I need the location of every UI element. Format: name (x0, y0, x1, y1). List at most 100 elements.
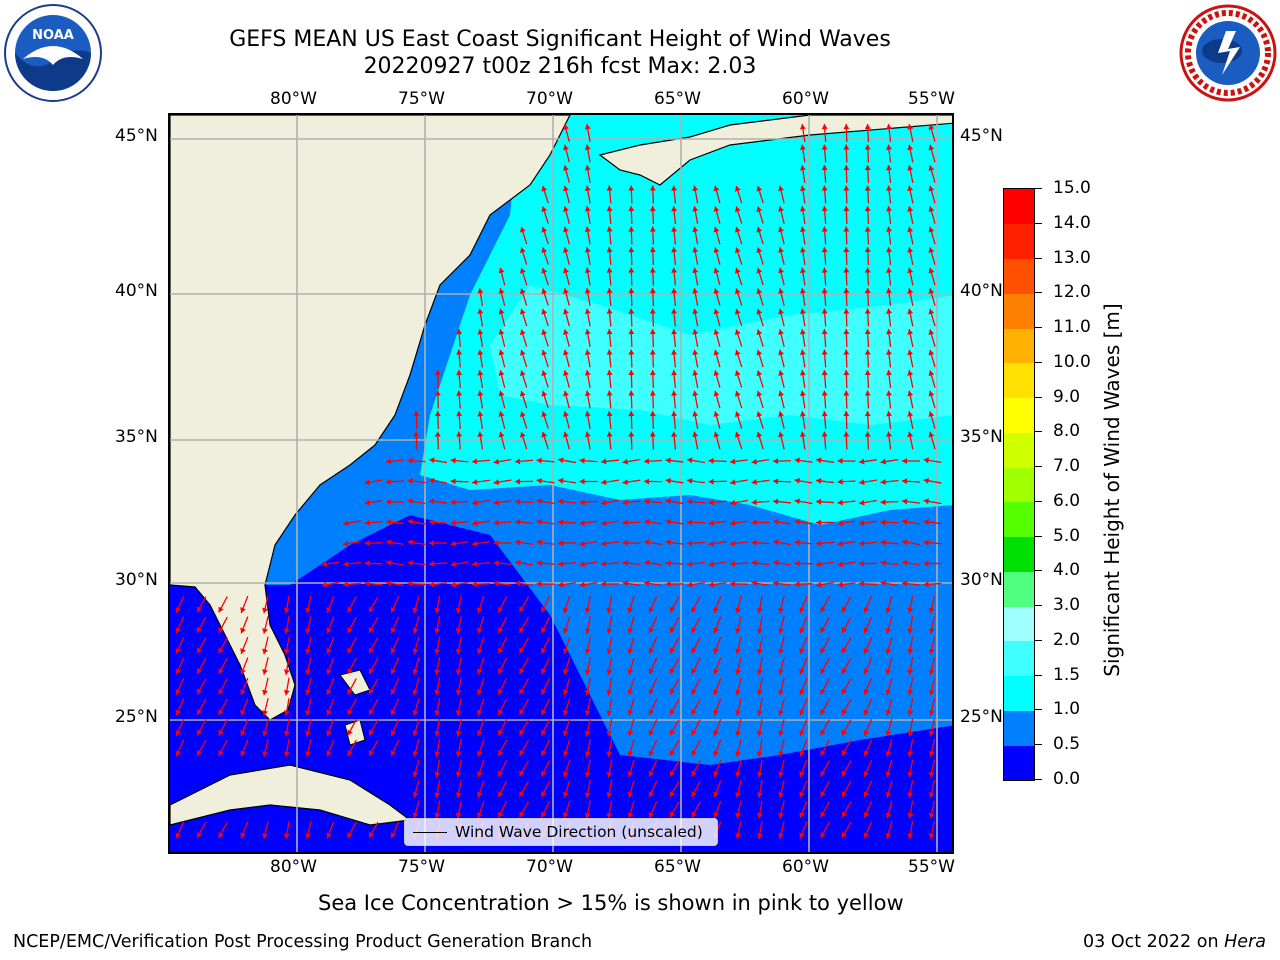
wave-direction-arrowhead (562, 771, 569, 778)
wave-direction-arrowhead (649, 185, 656, 191)
wave-direction-arrowhead (880, 580, 887, 587)
wave-direction-arrowhead (669, 667, 676, 674)
lon-tick-top: 65°W (654, 89, 701, 109)
wave-direction-arrowhead (692, 329, 699, 335)
wave-direction-arrowhead (671, 370, 678, 376)
wave-direction-arrowhead (799, 668, 805, 675)
forecast-subtitle: 20220927 t00z 216h fcst Max: 2.03 (363, 54, 757, 79)
wave-direction-arrowhead (928, 267, 935, 274)
wave-direction-arrowhead (305, 628, 311, 634)
wave-direction-arrowhead (751, 479, 757, 485)
colorbar-tick (1035, 570, 1042, 572)
wave-direction-arrowhead (886, 329, 893, 335)
wave-direction-arrowhead (386, 559, 392, 566)
wave-direction-arrowhead (541, 390, 548, 397)
wave-direction-arrowhead (691, 709, 697, 715)
wave-direction-arrowhead (821, 349, 828, 355)
wave-direction-arrowhead (622, 458, 629, 465)
wave-direction-arrowhead (691, 688, 697, 695)
wave-direction-arrowhead (928, 812, 935, 819)
wave-direction-arrowhead (756, 730, 763, 737)
wave-direction-arrowhead (886, 124, 893, 130)
wave-direction-arrowhead (649, 206, 656, 212)
wave-direction-arrowhead (218, 750, 224, 756)
wave-direction-arrowhead (262, 628, 268, 634)
wave-direction-arrowhead (730, 560, 736, 567)
lon-tick-bottom: 55°W (908, 857, 955, 877)
wave-direction-arrowhead (326, 668, 332, 675)
wave-direction-arrowhead (434, 607, 441, 614)
wave-direction-arrowhead (175, 606, 182, 613)
wave-direction-arrowhead (885, 751, 892, 757)
wave-direction-arrowhead (821, 308, 828, 314)
wave-direction-arrowhead (778, 349, 784, 356)
wave-direction-arrowhead (671, 185, 678, 191)
wave-direction-arrowhead (262, 689, 268, 696)
wave-direction-arrowhead (820, 729, 826, 736)
wave-direction-arrowhead (477, 431, 484, 438)
wave-direction-arrowhead (498, 791, 504, 798)
wave-direction-arrowhead (541, 370, 548, 377)
wave-direction-arrowhead (175, 688, 182, 695)
wave-direction-arrowhead (778, 431, 784, 438)
wave-direction-arrowhead (885, 648, 892, 655)
wave-direction-arrowhead (498, 770, 504, 777)
wave-direction-arrowhead (820, 627, 826, 633)
colorbar-tick (1035, 431, 1042, 433)
colorbar-label: 12.0 (1053, 282, 1091, 303)
wave-direction-arrowhead (708, 478, 714, 485)
wave-direction-arrowhead (584, 288, 591, 294)
wave-direction-arrowhead (386, 580, 392, 587)
wave-direction-arrowhead (821, 329, 828, 335)
wave-direction-arrowhead (434, 812, 441, 819)
wave-direction-arrowhead (756, 833, 763, 839)
wave-direction-arrowhead (649, 390, 656, 396)
wave-direction-arrowhead (601, 520, 607, 527)
wave-direction-arrowhead (218, 688, 224, 695)
wave-direction-arrowhead (885, 607, 892, 614)
wave-direction-arrowhead (343, 520, 349, 527)
wave-direction-arrowhead (843, 124, 850, 130)
wave-direction-arrowhead (541, 750, 547, 757)
wave-direction-arrowhead (541, 329, 548, 336)
wave-direction-arrowhead (778, 648, 784, 655)
wave-direction-arrowhead (902, 518, 908, 525)
colorbar-tick (1035, 257, 1042, 259)
wave-direction-arrowhead (799, 185, 806, 192)
wave-direction-arrowhead (541, 729, 547, 736)
wave-direction-arrowhead (859, 499, 865, 506)
wave-direction-arrowhead (843, 431, 850, 437)
wave-direction-arrowhead (751, 458, 758, 465)
wave-direction-arrowhead (558, 498, 564, 505)
wind-wave-direction-arrows (175, 123, 942, 839)
wave-direction-arrowhead (816, 561, 822, 568)
wave-direction-arrowhead (859, 479, 865, 486)
wave-direction-arrowhead (321, 561, 328, 568)
wave-direction-arrowhead (756, 607, 763, 614)
wave-direction-arrowhead (671, 226, 678, 232)
wave-direction-arrowhead (498, 688, 504, 695)
wave-direction-arrowhead (541, 791, 547, 798)
wave-direction-arrowhead (455, 771, 462, 778)
wave-direction-arrowhead (434, 689, 441, 696)
wave-direction-arrowhead (734, 349, 741, 356)
wave-direction-arrowhead (880, 519, 886, 526)
wave-direction-arrowhead (902, 539, 908, 546)
wave-direction-arrowhead (692, 390, 699, 397)
wave-direction-arrowhead (863, 647, 870, 654)
wave-direction-arrowhead (450, 561, 457, 568)
wave-direction-arrowhead (821, 411, 828, 417)
credit-date: 03 Oct 2022 on Hera (1083, 932, 1266, 952)
wave-direction-arrowhead (218, 606, 224, 613)
wave-direction-arrowhead (606, 329, 613, 335)
wave-direction-arrowhead (886, 411, 893, 417)
wave-direction-arrowhead (326, 627, 332, 634)
wave-direction-arrowhead (412, 751, 419, 757)
wave-direction-arrowhead (476, 709, 483, 716)
wave-direction-arrowhead (305, 648, 311, 655)
wave-direction-arrowhead (648, 770, 655, 777)
wave-direction-arrowhead (519, 688, 525, 695)
wave-direction-arrowhead (434, 431, 441, 437)
wave-direction-arrowhead (648, 688, 655, 695)
wave-direction-arrowhead (713, 627, 719, 634)
